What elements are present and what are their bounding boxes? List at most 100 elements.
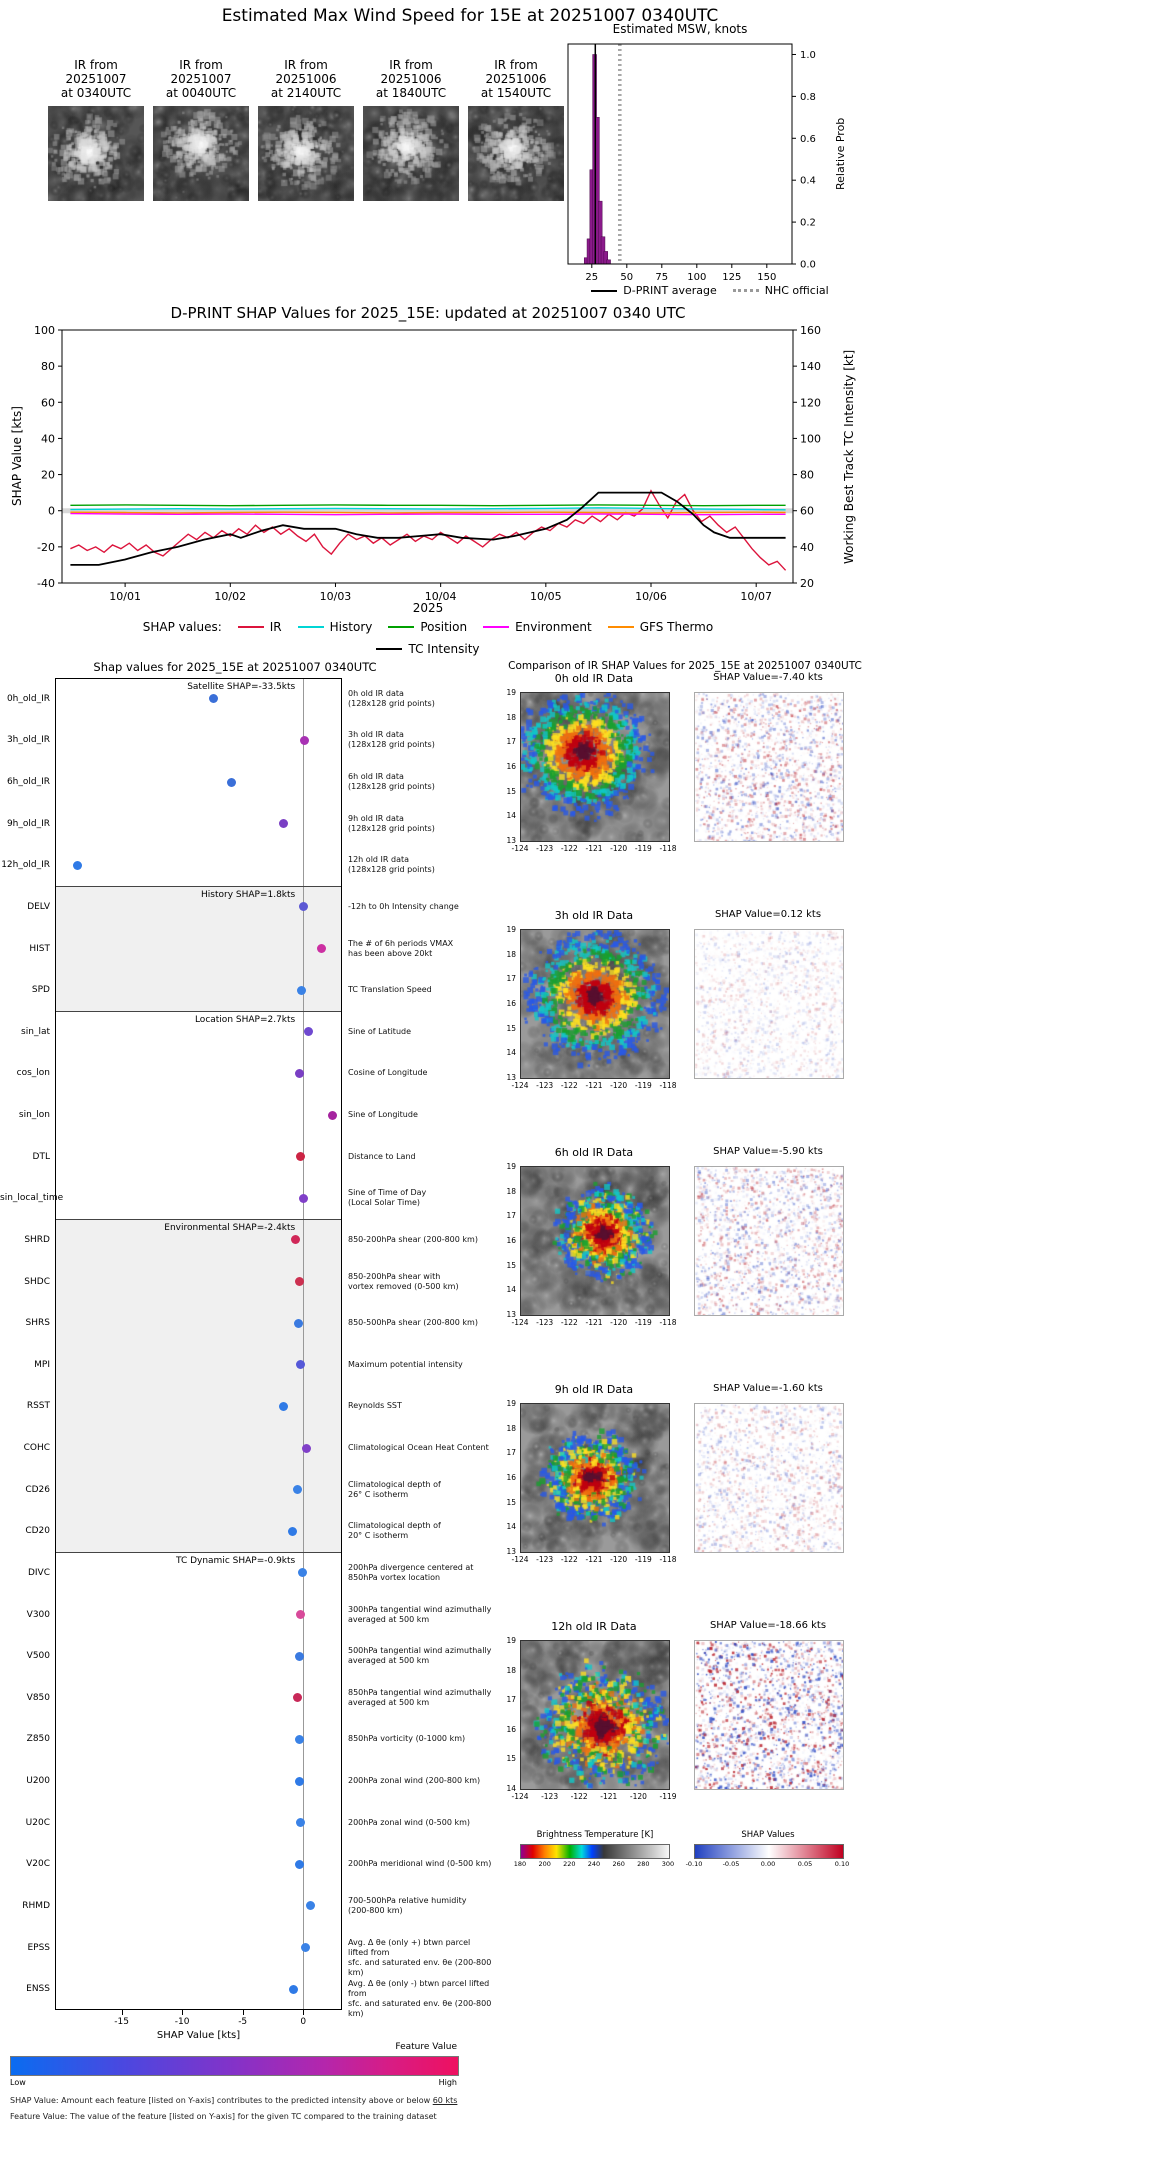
feature-label-EPSS: EPSS	[27, 1942, 50, 1953]
feature-label-DTL: DTL	[32, 1151, 50, 1162]
left-y-tick-label: 60	[41, 396, 55, 409]
lon-tick-label: -120	[629, 1792, 647, 1801]
zero-line	[302, 678, 304, 2010]
left-y-tick-label: 0	[48, 505, 55, 518]
y-tick-label: 0.6	[800, 134, 816, 145]
shap-dot-MPI	[296, 1360, 306, 1370]
shap-map-image	[694, 929, 844, 1079]
lat-tick-label: 17	[506, 737, 516, 747]
lat-tick-label: 16	[506, 1236, 516, 1245]
feature-label-CD26: CD26	[25, 1484, 50, 1495]
shap-dot-U20C	[296, 1818, 306, 1828]
feature-label-ENSS: ENSS	[26, 1984, 50, 1995]
lat-tick-label: 16	[506, 1473, 516, 1482]
shap-dot-HIST	[316, 944, 326, 954]
feature-desc-SHRD: 850-200hPa shear (200-800 km)	[348, 1234, 478, 1244]
legend-label: GFS Thermo	[639, 620, 714, 634]
histogram-legend: D-PRINT average NHC official	[545, 284, 875, 297]
lon-tick-label: -119	[634, 1081, 652, 1090]
bt-colorbar-tick-label: 220	[563, 1860, 576, 1868]
group-band	[55, 1219, 342, 1553]
lon-tick-label: -119	[634, 844, 652, 853]
x-tick-label: 50	[620, 272, 633, 283]
x-tick-label: 125	[722, 272, 741, 283]
feature-label-0h_old_IR: 0h_old_IR	[6, 693, 50, 704]
lat-tick-label: 15	[506, 1023, 516, 1033]
dotplot-frame	[55, 678, 342, 2010]
lon-tick-label: -121	[585, 844, 603, 853]
bt-colorbar-tick-label: 260	[612, 1860, 625, 1868]
y-tick-label: 0.8	[800, 92, 816, 103]
feature-label-DELV: DELV	[27, 901, 50, 912]
x-tick-label: 10/07	[740, 590, 772, 603]
legend-item: D-PRINT average	[591, 284, 717, 297]
lat-tick-label: 13	[506, 1073, 516, 1082]
line-swatch	[483, 626, 510, 628]
ir-data-image	[520, 1166, 670, 1316]
ir-thumbnail-label: IR from 20251006 at 1840UTC	[375, 58, 447, 100]
x-tick	[303, 2010, 305, 2015]
series-line-gfs-thermo	[70, 511, 786, 514]
feature-label-U200: U200	[26, 1776, 50, 1787]
lat-tick-label: 19	[506, 688, 516, 697]
feature-label-sin_local_time: sin_local_time	[0, 1193, 64, 1204]
shap-dot-SHDC	[294, 1277, 304, 1287]
feature-desc-SPD: TC Translation Speed	[348, 985, 432, 995]
ir-thumbnail-label: IR from 20251007 at 0340UTC	[60, 58, 132, 100]
shap-dot-9h_old_IR	[279, 819, 289, 829]
shap-dotplot-xlabel: SHAP Value [kts]	[156, 2030, 241, 2041]
feature-desc-cos_lon: Cosine of Longitude	[348, 1068, 428, 1078]
x-tick-label: 10/06	[635, 590, 667, 603]
lat-tick-label: 19	[506, 1636, 516, 1645]
shap-dot-12h_old_IR	[72, 860, 82, 870]
ir-thumbnail-image	[468, 106, 564, 201]
y-tick-label: 0.0	[800, 260, 816, 271]
lon-tick-label: -122	[560, 1555, 578, 1564]
feature-desc-V500: 500hPa tangential wind azimuthally avera…	[348, 1646, 492, 1666]
x-tick-label: 25	[585, 272, 598, 283]
shap-map-title: SHAP Value=-18.66 kts	[709, 1620, 827, 1631]
y-tick-label: 0.4	[800, 176, 816, 187]
lon-tick-label: -120	[610, 1555, 628, 1564]
lat-tick-label: 18	[506, 1665, 516, 1675]
left-y-tick-label: 80	[41, 360, 55, 373]
x-tick-label: 0	[300, 2017, 307, 2027]
feature-desc-EPSS: Avg. Δ θe (only +) btwn parcel lifted fr…	[348, 1937, 492, 1977]
ir-data-image	[520, 929, 670, 1079]
footnote-feature-value: Feature Value: The value of the feature …	[10, 2112, 437, 2121]
ir-thumbnail-image	[258, 106, 354, 201]
ir-thumbnail-image	[48, 106, 144, 201]
bt-colorbar-tick-label: 180	[513, 1860, 527, 1868]
ir-data-image	[520, 1640, 670, 1790]
x-tick	[121, 2010, 123, 2015]
timeseries-xlabel: 2025	[412, 601, 444, 615]
shap-dot-3h_old_IR	[300, 735, 310, 745]
shap-dot-V850	[292, 1693, 302, 1703]
timeseries-legend-row2: TC Intensity	[0, 642, 856, 656]
x-tick-label: 150	[757, 272, 776, 283]
ir-thumbnail-image	[153, 106, 249, 201]
lat-tick-label: 16	[506, 999, 516, 1008]
shap-colorbar-tick-label: -0.05	[722, 1860, 740, 1868]
lat-tick-label: 14	[506, 811, 516, 821]
series-line-tc-intensity	[70, 491, 786, 566]
legend-label: TC Intensity	[408, 642, 480, 656]
lon-tick-label: -124	[511, 844, 529, 853]
shap-dot-CD26	[293, 1485, 303, 1495]
lon-tick-label: -124	[511, 1792, 529, 1801]
shap-dot-Z850	[295, 1734, 305, 1744]
feature-label-HIST: HIST	[29, 943, 50, 954]
shap-dot-SHRS	[293, 1318, 303, 1328]
legend-item: History	[297, 620, 372, 634]
shap-map-image	[694, 692, 844, 842]
line-swatch	[607, 626, 634, 628]
shap-values-colorbar	[694, 1844, 844, 1859]
group-separator	[55, 885, 342, 887]
feature-label-SHRD: SHRD	[24, 1234, 50, 1245]
lon-tick-label: -121	[600, 1792, 618, 1801]
legend-label: D-PRINT average	[623, 284, 717, 297]
right-y-tick-label: 100	[800, 432, 821, 445]
feature-label-U20C: U20C	[25, 1817, 50, 1828]
timeseries-legend-row1: SHAP values: IR History Position Environment…	[0, 620, 856, 634]
x-tick-label: -5	[238, 2017, 248, 2027]
